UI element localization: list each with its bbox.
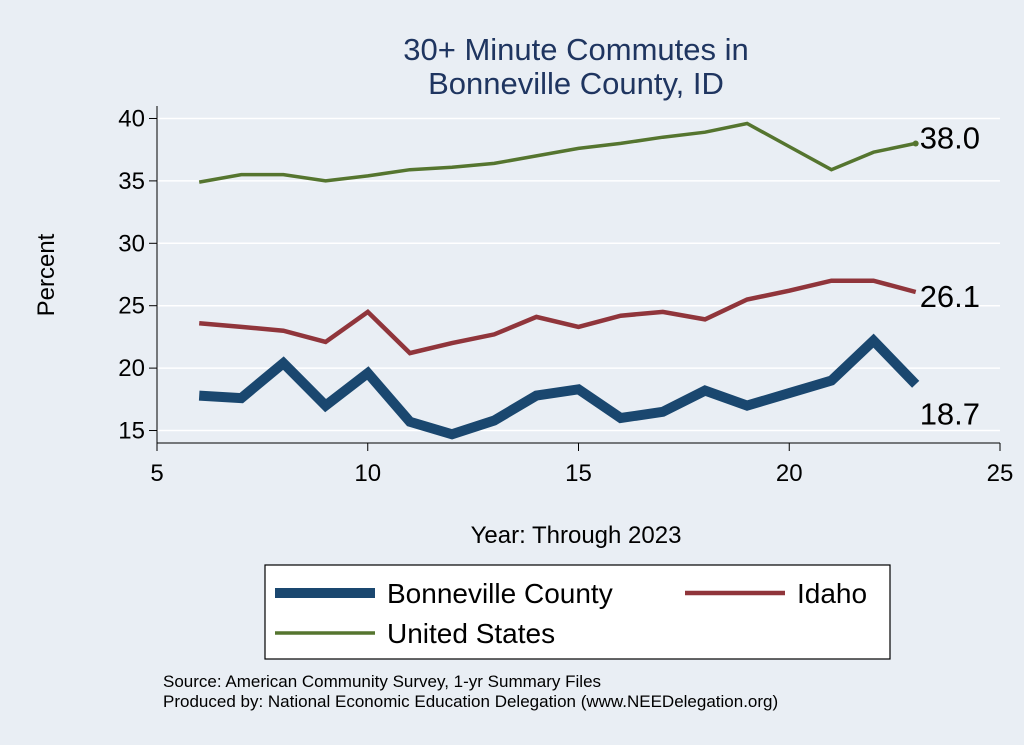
series-lines: [198, 121, 920, 440]
y-tick-label: 30: [118, 230, 145, 257]
y-axis-title: Percent: [33, 233, 60, 316]
y-ticks: 15 20 25 30 35 40: [118, 105, 157, 445]
end-point-marker: [912, 140, 919, 147]
x-tick-label: 15: [565, 460, 592, 487]
chart-title-line-2: Bonneville County, ID: [428, 66, 724, 101]
y-tick-label: 40: [118, 105, 145, 132]
x-axis-title: Year: Through 2023: [471, 522, 682, 549]
chart-title-line-1: 30+ Minute Commutes in: [403, 32, 748, 67]
legend-label: Idaho: [797, 578, 867, 609]
legend-box: [264, 564, 891, 660]
series-line-idaho: [199, 278, 917, 356]
x-ticks: 5 10 15 20 25: [150, 443, 1013, 487]
x-tick-label: 5: [150, 460, 163, 487]
end-labels: 38.0 26.1 18.7: [920, 120, 980, 431]
end-label-idaho: 26.1: [920, 279, 980, 314]
series-line-bonneville-county: [198, 333, 920, 440]
x-tick-label: 25: [987, 460, 1014, 487]
source-note: Source: American Community Survey, 1-yr …: [163, 672, 601, 691]
end-label-united-states: 38.0: [920, 120, 980, 155]
x-tick-label: 20: [776, 460, 803, 487]
end-label-bonneville-county: 18.7: [920, 396, 980, 431]
y-tick-label: 35: [118, 168, 145, 195]
legend-label: United States: [387, 618, 555, 649]
legend: Bonneville County Idaho United States: [264, 564, 891, 660]
y-tick-label: 15: [118, 418, 145, 445]
x-tick-label: 10: [354, 460, 381, 487]
producer-note: Produced by: National Economic Education…: [163, 692, 778, 711]
y-tick-label: 20: [118, 355, 145, 382]
legend-label: Bonneville County: [387, 578, 613, 609]
series-line-united-states: [198, 121, 917, 184]
y-tick-label: 25: [118, 293, 145, 320]
gridlines: [157, 117, 1000, 432]
